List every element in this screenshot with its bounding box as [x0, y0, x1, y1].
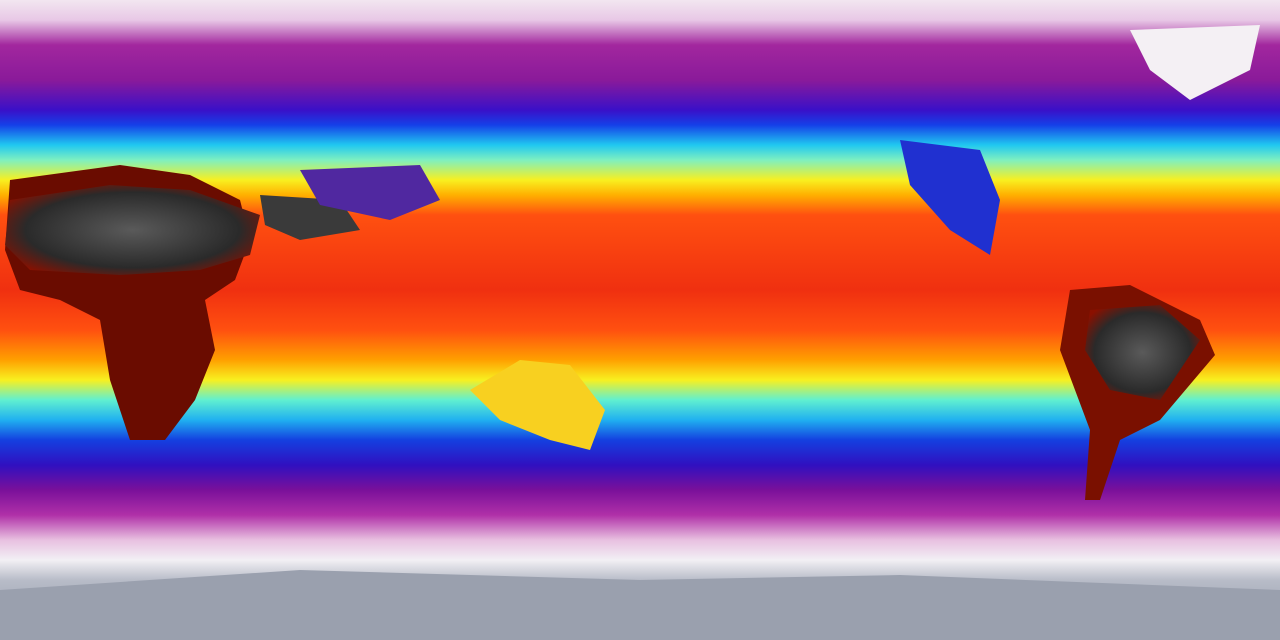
australia — [470, 360, 605, 450]
amazon — [1085, 305, 1200, 400]
north-america — [900, 140, 1000, 255]
sahara — [5, 185, 260, 275]
tibet — [300, 165, 440, 220]
antarctica — [0, 570, 1280, 640]
greenland — [1130, 25, 1260, 100]
